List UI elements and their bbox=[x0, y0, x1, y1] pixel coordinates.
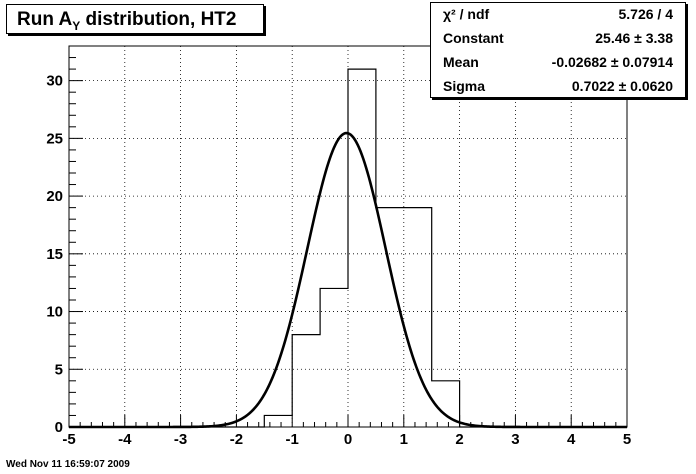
stat-key: χ² / ndf bbox=[443, 6, 490, 22]
histogram-bar bbox=[320, 288, 348, 427]
histogram-bar bbox=[376, 208, 404, 427]
y-tick-label: 0 bbox=[55, 419, 63, 436]
stats-box: χ² / ndf 5.726 / 4 Constant 25.46 ± 3.38… bbox=[430, 2, 686, 98]
x-tick-label: 2 bbox=[455, 431, 463, 448]
title-subscript: Y bbox=[72, 18, 81, 33]
histogram-layer bbox=[69, 68, 627, 428]
histogram-bar bbox=[348, 69, 376, 427]
stat-row-sigma: Sigma 0.7022 ± 0.0620 bbox=[431, 75, 685, 99]
timestamp: Wed Nov 11 16:59:07 2009 bbox=[6, 459, 130, 470]
stat-row-constant: Constant 25.46 ± 3.38 bbox=[431, 27, 685, 51]
x-tick-label: 1 bbox=[400, 431, 408, 448]
stat-key: Constant bbox=[443, 30, 504, 46]
stat-row-chi2: χ² / ndf 5.726 / 4 bbox=[431, 3, 685, 27]
axes-layer: -5 -4 -3 -2 -1 0 1 2 3 4 5 0 5 10 15 20 25 30 bbox=[46, 45, 631, 448]
y-tick-label: 25 bbox=[46, 130, 63, 147]
x-tick-label: -4 bbox=[118, 431, 132, 448]
x-tick-label: 3 bbox=[511, 431, 519, 448]
x-tick-label: 4 bbox=[567, 431, 576, 448]
x-tick-label: -5 bbox=[62, 431, 75, 448]
x-tick-label: 0 bbox=[344, 431, 352, 448]
x-tick-label: -1 bbox=[286, 431, 299, 448]
stat-value: 25.46 ± 3.38 bbox=[595, 30, 673, 46]
stat-value: 5.726 / 4 bbox=[618, 6, 674, 22]
x-tick-label: -3 bbox=[174, 431, 187, 448]
stat-row-mean: Mean -0.02682 ± 0.07914 bbox=[431, 51, 685, 75]
x-tick-label: 5 bbox=[623, 431, 631, 448]
y-tick-label: 30 bbox=[46, 73, 63, 90]
stat-key: Mean bbox=[443, 54, 479, 70]
stat-key: Sigma bbox=[443, 78, 486, 94]
y-tick-label: 10 bbox=[46, 304, 63, 321]
y-tick-label: 15 bbox=[46, 246, 63, 263]
x-tick-label: -2 bbox=[230, 431, 243, 448]
y-tick-label: 20 bbox=[46, 188, 63, 205]
histogram-bar bbox=[264, 415, 292, 427]
stat-value: 0.7022 ± 0.0620 bbox=[571, 78, 673, 94]
histogram-bar bbox=[292, 335, 320, 427]
title-suffix: distribution, HT2 bbox=[80, 9, 237, 30]
plot-title: Run AY distribution, HT2 bbox=[6, 4, 264, 34]
title-prefix: Run A bbox=[17, 9, 73, 30]
y-tick-label: 5 bbox=[55, 361, 63, 378]
stat-value: -0.02682 ± 0.07914 bbox=[551, 54, 673, 70]
